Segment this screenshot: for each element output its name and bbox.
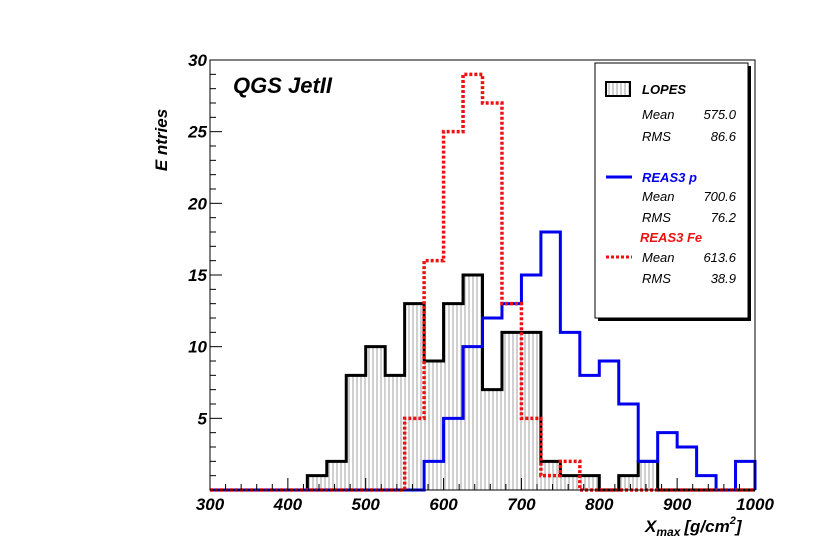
x-tick-label: 500 bbox=[352, 495, 381, 514]
legend: LOPES Mean 575.0 RMS 86.6 REAS3 p Mean 7… bbox=[594, 62, 751, 321]
y-tick-label: 25 bbox=[187, 123, 207, 142]
legend-mean-label-reas3p: Mean bbox=[642, 189, 675, 204]
x-tick-label: 1000 bbox=[736, 495, 774, 514]
bar-lopes-11 bbox=[424, 361, 444, 490]
x-tick-label: 400 bbox=[273, 495, 303, 514]
legend-title-reas3p: REAS3 p bbox=[642, 170, 697, 185]
legend-rms-label-reas3p: RMS bbox=[642, 210, 671, 225]
legend-shadow-bottom bbox=[598, 318, 751, 321]
x-tick-label: 700 bbox=[507, 495, 536, 514]
legend-rms-value-reas3p: 76.2 bbox=[711, 210, 737, 225]
bar-lopes-10 bbox=[404, 303, 425, 490]
legend-mean-label-lopes: Mean bbox=[642, 107, 675, 122]
bar-lopes-7 bbox=[346, 375, 366, 490]
bar-lopes-18 bbox=[560, 475, 580, 490]
y-tick-label: 20 bbox=[187, 194, 207, 213]
bar-lopes-8 bbox=[365, 346, 386, 490]
x-tick-label: 900 bbox=[663, 495, 692, 514]
bar-lopes-9 bbox=[385, 375, 405, 490]
x-axis-label: Xmax [g/cm2] bbox=[644, 515, 743, 539]
legend-title-lopes: LOPES bbox=[642, 82, 686, 97]
x-axis-label-sub: max bbox=[656, 525, 681, 539]
bar-lopes-19 bbox=[579, 475, 600, 490]
y-tick-label: 5 bbox=[198, 409, 208, 428]
legend-box bbox=[594, 62, 749, 319]
legend-title-reas3fe: REAS3 Fe bbox=[640, 230, 702, 245]
bar-lopes-12 bbox=[443, 303, 464, 490]
legend-rms-label-reas3fe: RMS bbox=[642, 271, 671, 286]
chart-title: QGS JetII bbox=[233, 73, 333, 98]
legend-rms-label-lopes: RMS bbox=[642, 129, 671, 144]
y-axis-label: E ntries bbox=[152, 109, 171, 171]
x-tick-label: 600 bbox=[429, 495, 458, 514]
bar-lopes-16 bbox=[521, 332, 541, 490]
x-tick-label: 300 bbox=[196, 495, 225, 514]
legend-mean-value-lopes: 575.0 bbox=[703, 107, 736, 122]
bar-lopes-6 bbox=[326, 461, 347, 490]
bar-lopes-22 bbox=[638, 461, 658, 490]
y-tick-label: 15 bbox=[188, 266, 207, 285]
legend-mean-value-reas3fe: 613.6 bbox=[703, 250, 736, 265]
legend-mean-label-reas3fe: Mean bbox=[642, 250, 675, 265]
legend-shadow-right bbox=[748, 66, 751, 321]
x-axis-label-unit: [g/cm bbox=[683, 517, 729, 536]
bar-lopes-14 bbox=[482, 389, 502, 490]
x-axis-label-close: ] bbox=[734, 517, 743, 536]
bar-lopes-21 bbox=[618, 475, 639, 490]
legend-mean-value-reas3p: 700.6 bbox=[703, 189, 736, 204]
x-axis-label-main: X bbox=[644, 517, 658, 536]
bar-lopes-5 bbox=[307, 475, 327, 490]
legend-rms-value-reas3fe: 38.9 bbox=[711, 271, 736, 286]
series-line-lopes bbox=[210, 273, 755, 492]
series-layer bbox=[210, 72, 757, 492]
bar-lopes-15 bbox=[501, 332, 522, 490]
tick-layer: 300 400 500 600 700 800 900 1000 5 10 15 20 25 30 bbox=[187, 51, 774, 514]
legend-rms-value-lopes: 86.6 bbox=[711, 129, 737, 144]
y-tick-label: 30 bbox=[188, 51, 207, 70]
y-tick-label: 10 bbox=[188, 338, 207, 357]
bar-lopes-13 bbox=[463, 275, 483, 490]
x-axis-label-sup: 2 bbox=[729, 515, 736, 527]
legend-swatch-lopes bbox=[605, 81, 631, 97]
x-tick-label: 800 bbox=[585, 495, 614, 514]
